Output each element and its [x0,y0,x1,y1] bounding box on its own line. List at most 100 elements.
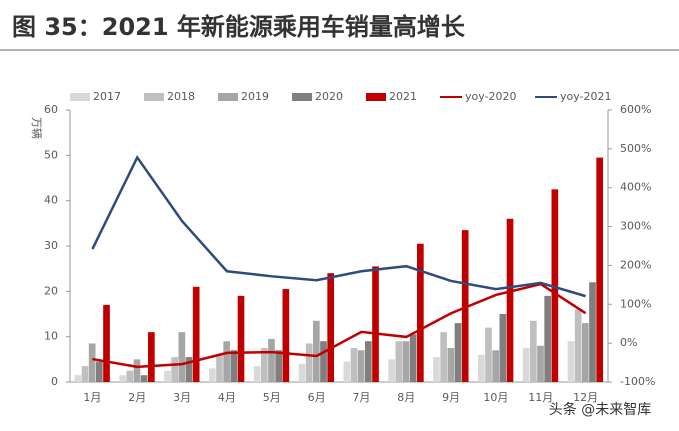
bar [596,157,604,382]
x-tick-label: 8月 [397,391,415,404]
bar [140,375,148,382]
legend-label: 2019 [241,90,269,103]
line [91,154,586,298]
legend-swatch [144,93,164,101]
y-tick-label: 40 [44,194,58,207]
y-tick-label: 20 [44,284,58,297]
y2-tick-label: 500% [620,142,651,155]
watermark: 头条 @未来智库 [549,401,651,418]
y-tick-label: 0 [51,375,58,388]
legend-swatch [218,93,238,101]
bar [298,363,306,382]
bar [81,366,89,382]
bar [237,295,245,382]
bar [581,323,589,382]
bar [216,354,223,382]
bar [485,327,492,382]
x-tick-label: 9月 [442,391,460,404]
x-tick-label: 1月 [83,391,101,404]
bar [133,359,141,382]
bar [544,295,552,382]
bar [447,348,455,382]
y-tick-label: 30 [44,239,58,252]
legend-swatch [70,93,90,101]
chart-title: 图 35：2021 年新能源乘用车销量高增长 [12,13,466,41]
x-tick-label: 11月 [528,391,553,404]
bar [343,361,351,382]
x-tick-label: 12月 [573,391,598,404]
legend-label: 2018 [167,90,195,103]
bar [477,354,485,382]
bar [417,243,424,382]
bar [96,361,103,382]
y2-tick-label: 600% [620,103,651,116]
bar [268,338,275,382]
line [92,282,587,369]
bar [103,304,110,382]
x-tick-label: 3月 [173,391,191,404]
bar [260,348,268,382]
x-tick-label: 2月 [128,391,146,404]
bar [126,370,134,382]
bar [223,341,231,382]
bar [567,341,575,382]
bar [357,350,365,382]
bar [395,341,403,382]
y2-tick-label: 100% [620,297,651,310]
bar [388,359,395,382]
legend-label: 2020 [315,90,343,103]
y2-tick-label: 200% [620,258,651,271]
bar [350,348,358,382]
bar [312,320,320,382]
bar [230,350,238,382]
y-axis-label: 万辆 [30,117,44,139]
bar [372,266,379,382]
bar [305,343,313,382]
bar [440,332,447,382]
bar [522,348,530,382]
bar [74,375,82,382]
bar [574,309,582,382]
x-tick-label: 7月 [352,391,370,404]
y2-tick-label: 300% [620,220,651,233]
bar [178,332,186,382]
bar [409,334,417,382]
y-tick-label: 60 [44,103,58,116]
x-tick-label: 10月 [483,391,508,404]
legend-swatch [366,93,386,101]
x-tick-label: 4月 [218,391,236,404]
legend-label: 2017 [93,90,121,103]
bar [499,314,507,382]
bar [320,341,327,382]
y2-tick-label: 400% [620,181,651,194]
bar [253,366,261,382]
bar [275,350,283,382]
legend-label: 2021 [389,90,417,103]
bar [402,341,410,382]
bar [537,345,544,382]
bar [192,286,200,382]
bar [208,368,216,382]
bar [164,370,171,382]
y2-tick-label: -100% [620,375,655,388]
y2-tick-label: 0% [620,336,637,349]
bar [119,375,126,382]
bar [282,289,290,382]
bar [506,218,514,382]
bar [589,282,596,382]
bar [551,189,559,382]
y-tick-label: 10 [44,330,58,343]
bar [529,320,537,382]
bar [327,273,335,382]
legend-label: yoy-2020 [465,90,517,103]
bar [461,230,469,382]
y-tick-label: 50 [44,148,58,161]
bar [365,341,372,382]
x-tick-label: 6月 [308,391,326,404]
bar [185,357,193,382]
bar [454,323,462,382]
legend-label: yoy-2021 [560,90,612,103]
bar [148,332,155,382]
